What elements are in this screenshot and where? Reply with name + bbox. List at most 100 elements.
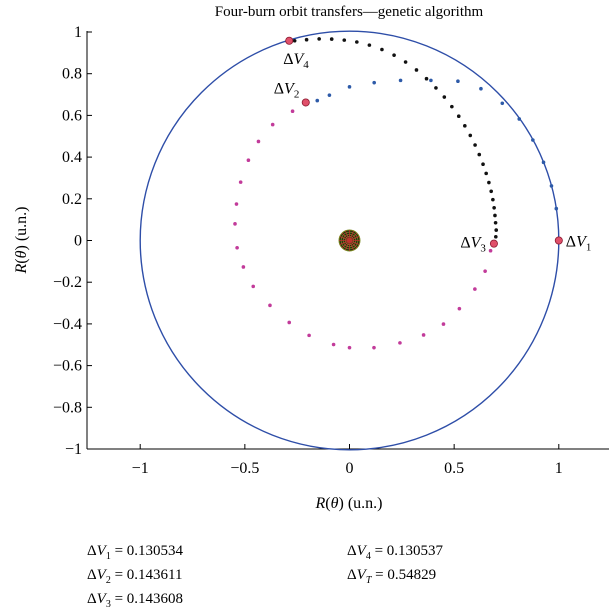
- planet-meridian: [345, 240, 350, 251]
- planet-meridian: [349, 240, 354, 251]
- data-point: [500, 101, 505, 106]
- series-1: [315, 78, 559, 211]
- y-tick-label: −0.6: [53, 358, 82, 375]
- planet-meridian: [349, 236, 360, 241]
- data-point: [463, 124, 467, 128]
- data-point: [491, 197, 495, 202]
- y-tick-label: −0.2: [53, 274, 82, 291]
- trajectory-series: [233, 37, 559, 350]
- data-point: [307, 333, 311, 338]
- data-point: [468, 133, 473, 138]
- data-point: [531, 138, 535, 142]
- x-tick-label: 0: [346, 460, 354, 477]
- data-point: [292, 38, 297, 43]
- data-point: [554, 206, 559, 211]
- planet-meridian: [349, 240, 360, 245]
- y-tick-label: −0.4: [53, 316, 82, 333]
- central-body-icon: [338, 229, 361, 252]
- data-point: [304, 37, 309, 42]
- data-point: [398, 78, 403, 83]
- data-point: [392, 53, 396, 57]
- x-tick-label: −0.5: [230, 460, 259, 477]
- planet-meridian: [349, 232, 358, 241]
- data-point: [442, 95, 447, 99]
- data-point: [372, 80, 376, 85]
- planet-meridian: [339, 236, 350, 241]
- data-point: [484, 171, 488, 176]
- planet-meridian: [339, 240, 350, 245]
- burn-label-dv4: ΔV4: [283, 51, 309, 71]
- data-point: [256, 139, 261, 144]
- series-3: [292, 37, 499, 239]
- burn-marker-dv4: [285, 36, 294, 45]
- data-point: [424, 76, 429, 81]
- data-point: [493, 220, 498, 225]
- data-point: [372, 345, 376, 350]
- data-point: [342, 38, 347, 42]
- data-point: [441, 322, 446, 326]
- data-point: [355, 40, 359, 44]
- x-axis-label: R(θ) (u.n.): [315, 495, 383, 512]
- x-tick-label: −1: [132, 460, 149, 477]
- data-point: [331, 342, 336, 347]
- x-tick-label: 1: [555, 460, 563, 477]
- data-point: [317, 37, 321, 41]
- data-point: [268, 303, 272, 308]
- data-point: [380, 47, 384, 52]
- y-tick-label: 1: [74, 24, 82, 41]
- data-point: [488, 248, 493, 253]
- planet-meridian: [349, 230, 354, 241]
- results-right: ΔV4 = 0.130537 ΔVT = 0.54829: [347, 542, 443, 590]
- result-line: ΔV1 = 0.130534: [87, 543, 184, 562]
- y-tick-label: −1: [65, 441, 82, 458]
- y-tick-label: 0.6: [62, 107, 82, 124]
- y-tick-label: 0.8: [62, 66, 82, 83]
- data-point: [481, 162, 485, 166]
- burn-marker-dv3: [489, 239, 498, 248]
- results-left: ΔV1 = 0.130534 ΔV2 = 0.143611 ΔV3 = 0.1436…: [87, 542, 183, 614]
- data-point: [287, 320, 292, 325]
- burn-label-dv3: ΔV3: [460, 235, 486, 255]
- result-line: ΔV3 = 0.143608: [87, 591, 184, 610]
- data-point: [473, 143, 477, 147]
- data-point: [434, 86, 438, 90]
- data-point: [347, 345, 352, 350]
- data-point: [483, 269, 487, 273]
- data-point: [403, 60, 408, 64]
- data-point: [541, 160, 546, 165]
- data-point: [414, 68, 419, 72]
- data-point: [477, 152, 482, 157]
- data-point: [549, 184, 554, 188]
- y-tick-label: 0: [74, 233, 82, 250]
- data-point: [238, 180, 243, 184]
- data-point: [367, 43, 372, 47]
- planet-meridian: [341, 232, 350, 241]
- data-point: [235, 245, 239, 250]
- data-point: [493, 213, 497, 218]
- data-point: [494, 234, 498, 239]
- planet-meridian: [345, 230, 350, 241]
- x-axis: −1 −0.5 0 0.5 1: [132, 444, 563, 477]
- data-point: [398, 341, 402, 345]
- planet-meridian: [341, 240, 350, 249]
- chart-title: Four-burn orbit transfers—genetic algori…: [215, 4, 484, 20]
- burn-label-dv1: ΔV1: [566, 234, 592, 254]
- y-tick-label: −0.8: [53, 399, 82, 416]
- planet-meridian: [349, 240, 358, 249]
- data-point: [473, 287, 477, 291]
- y-tick-label: 0.2: [62, 191, 82, 208]
- data-point: [327, 93, 332, 97]
- data-point: [347, 85, 352, 89]
- result-line: ΔV4 = 0.130537: [347, 543, 444, 562]
- data-point: [450, 104, 454, 109]
- data-point: [429, 78, 433, 83]
- data-point: [421, 333, 426, 337]
- data-point: [494, 228, 499, 232]
- data-point: [290, 109, 295, 114]
- burn-marker-dv1: [554, 236, 563, 245]
- data-point: [315, 98, 320, 103]
- data-point: [517, 117, 522, 121]
- data-point: [270, 122, 275, 127]
- x-tick-label: 0.5: [444, 460, 464, 477]
